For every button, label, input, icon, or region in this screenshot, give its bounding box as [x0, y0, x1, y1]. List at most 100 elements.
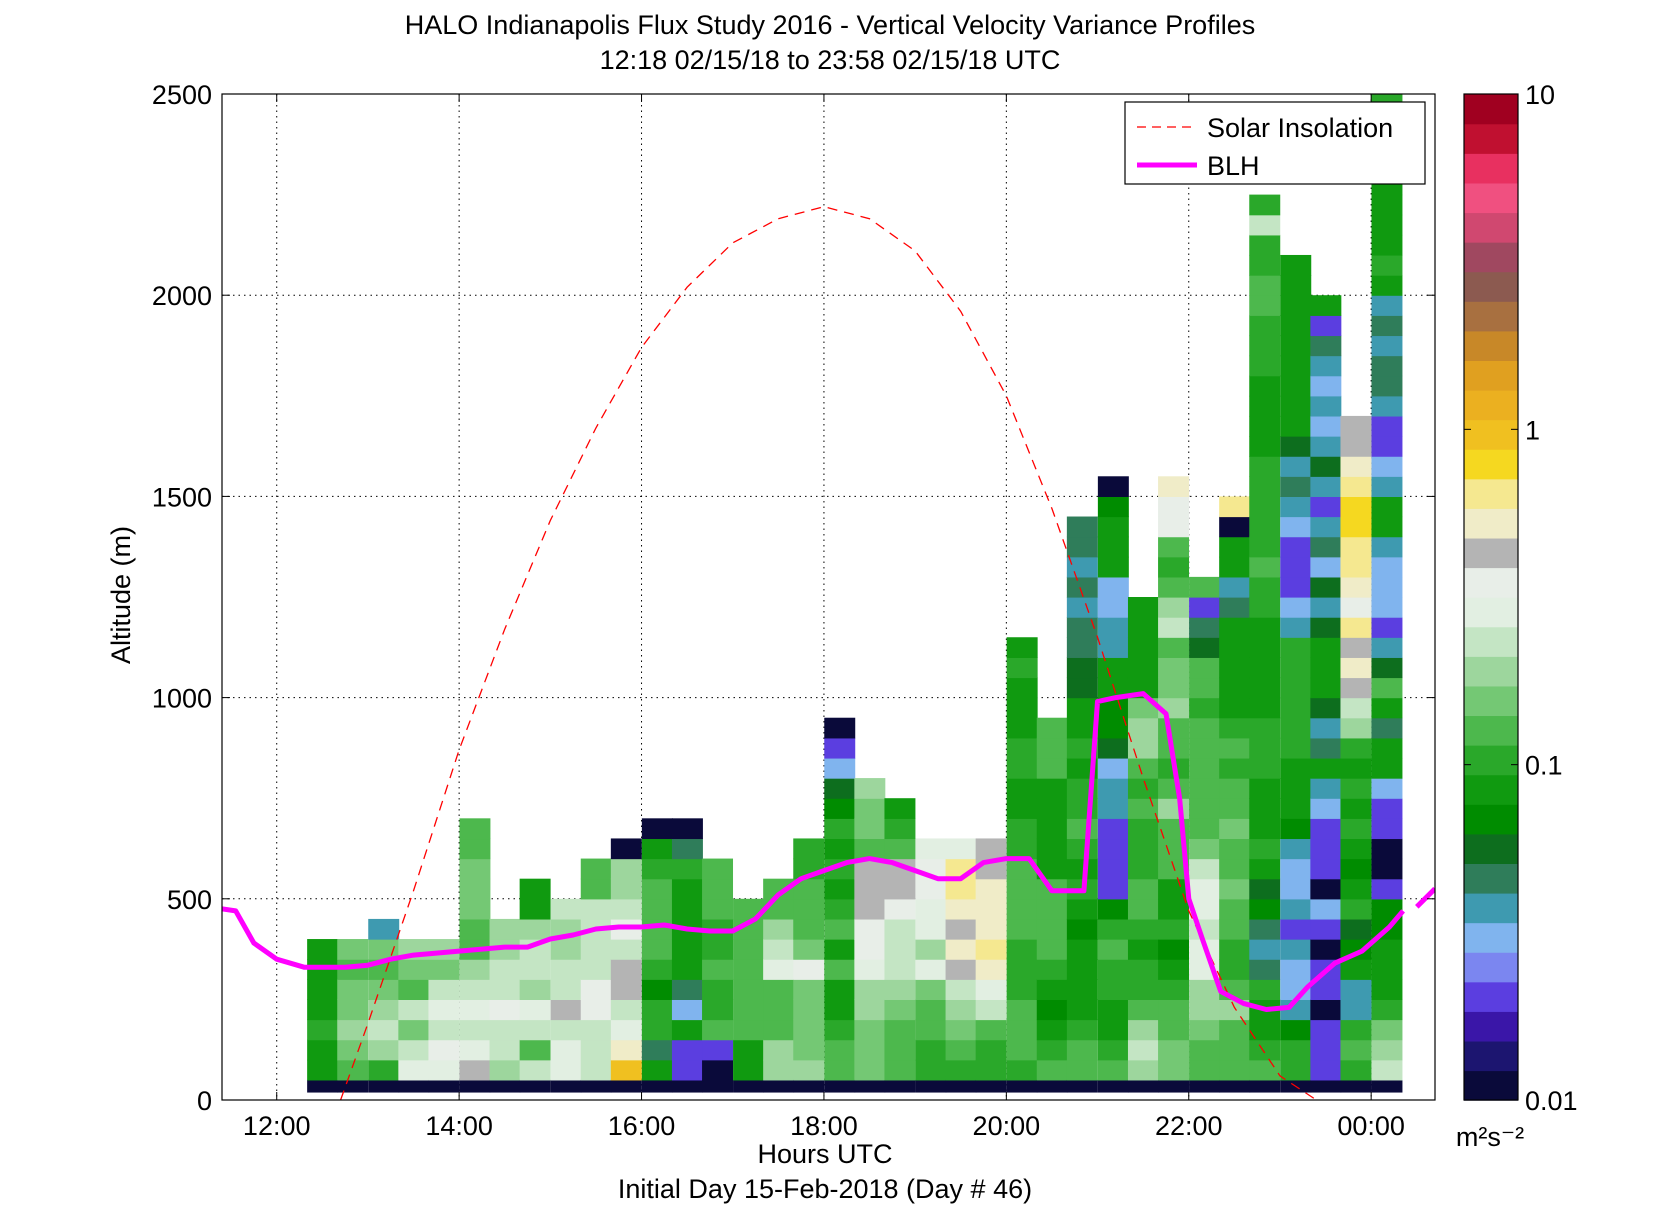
variance-cell [1280, 637, 1312, 658]
variance-cell [824, 999, 856, 1021]
variance-cell [1280, 375, 1312, 397]
variance-cell [945, 1039, 977, 1061]
variance-cell [1066, 838, 1098, 860]
variance-cell [793, 939, 825, 960]
variance-cell [368, 999, 400, 1021]
variance-cell [1340, 637, 1372, 658]
variance-cell [1310, 496, 1342, 518]
variance-cell [1249, 918, 1281, 940]
variance-cell [1249, 677, 1281, 699]
variance-cell [1189, 999, 1221, 1021]
variance-cell [580, 858, 612, 880]
variance-cell [1310, 939, 1342, 960]
variance-cell [1371, 878, 1403, 900]
variance-cell [884, 798, 916, 819]
variance-cell [610, 1079, 642, 1093]
variance-cell [398, 979, 430, 1000]
variance-cell [1249, 556, 1281, 578]
variance-cell [550, 979, 582, 1000]
colorbar-step [1464, 922, 1518, 953]
variance-cell [854, 918, 886, 940]
variance-cell [1371, 677, 1403, 699]
x-axis-ticks: 12:00 14:00 16:00 18:00 20:00 22:00 00:00 [243, 94, 1405, 1141]
variance-cell [1249, 697, 1281, 719]
variance-cell [307, 1019, 339, 1041]
variance-cell [1340, 677, 1372, 699]
variance-cell [763, 878, 795, 900]
variance-cell [1371, 254, 1403, 276]
variance-cell [1097, 918, 1129, 940]
variance-cell [1189, 1019, 1221, 1041]
variance-cell [641, 818, 673, 840]
variance-cell [1310, 536, 1342, 558]
variance-cell [1158, 979, 1190, 1000]
variance-cell [824, 1059, 856, 1081]
variance-cell [975, 939, 1007, 960]
variance-cell [1280, 536, 1312, 558]
colorbar-step [1464, 1011, 1518, 1042]
variance-cell [1280, 335, 1312, 357]
variance-cell [763, 959, 795, 980]
variance-cell [1310, 999, 1342, 1021]
variance-cell [1036, 999, 1068, 1021]
variance-cell [1310, 778, 1342, 799]
variance-cell [1189, 818, 1221, 840]
variance-cell [1310, 597, 1342, 618]
variance-cell [1249, 355, 1281, 377]
variance-cell [915, 898, 947, 920]
colorbar-gradient [1464, 94, 1518, 1101]
variance-cell [459, 1059, 491, 1081]
variance-cell [1371, 194, 1403, 216]
variance-cell [1219, 1079, 1251, 1093]
variance-cell [1097, 576, 1129, 598]
variance-cell [1036, 757, 1068, 779]
solar-insolation-line [339, 206, 1317, 1100]
variance-cell [1340, 536, 1372, 558]
colorbar-step [1464, 981, 1518, 1012]
variance-cell [459, 918, 491, 940]
variance-cell [489, 1019, 521, 1041]
variance-cell [1189, 717, 1221, 739]
variance-cell [459, 838, 491, 860]
variance-cell [1189, 637, 1221, 658]
variance-cell [702, 1039, 734, 1061]
variance-cell [550, 939, 582, 960]
variance-cell [854, 778, 886, 799]
variance-cell [1127, 737, 1159, 759]
variance-cell [307, 1059, 339, 1081]
variance-cell [641, 999, 673, 1021]
variance-cell [1127, 1059, 1159, 1081]
variance-cell [793, 999, 825, 1021]
variance-cell [1219, 778, 1251, 799]
variance-cell [1097, 979, 1129, 1000]
variance-cell [793, 1019, 825, 1041]
variance-cell [1371, 496, 1403, 518]
variance-cell [1310, 918, 1342, 940]
variance-cell [824, 898, 856, 920]
colorbar-unit: m²s⁻² [1456, 1122, 1524, 1152]
variance-cell [1280, 597, 1312, 618]
variance-cell [1340, 858, 1372, 880]
variance-cell [1340, 898, 1372, 920]
variance-cell [793, 979, 825, 1000]
variance-cell [1280, 295, 1312, 316]
variance-cell [1219, 717, 1251, 739]
variance-cell [824, 878, 856, 900]
variance-cell [1066, 1039, 1098, 1061]
variance-cell [671, 878, 703, 900]
variance-cell [1189, 757, 1221, 779]
variance-cell [733, 1059, 765, 1081]
variance-cell [1371, 657, 1403, 679]
x-tick-label: 18:00 [790, 1111, 858, 1141]
variance-cell [641, 858, 673, 880]
variance-cell [1006, 657, 1038, 679]
variance-cell [641, 918, 673, 940]
variance-cell [1006, 778, 1038, 799]
variance-cell [1371, 576, 1403, 598]
variance-cell [824, 1019, 856, 1041]
variance-cell [824, 979, 856, 1000]
variance-cell [398, 1019, 430, 1041]
x-tick-label: 16:00 [608, 1111, 676, 1141]
variance-cell [1036, 798, 1068, 819]
x-tick-label: 14:00 [425, 1111, 493, 1141]
